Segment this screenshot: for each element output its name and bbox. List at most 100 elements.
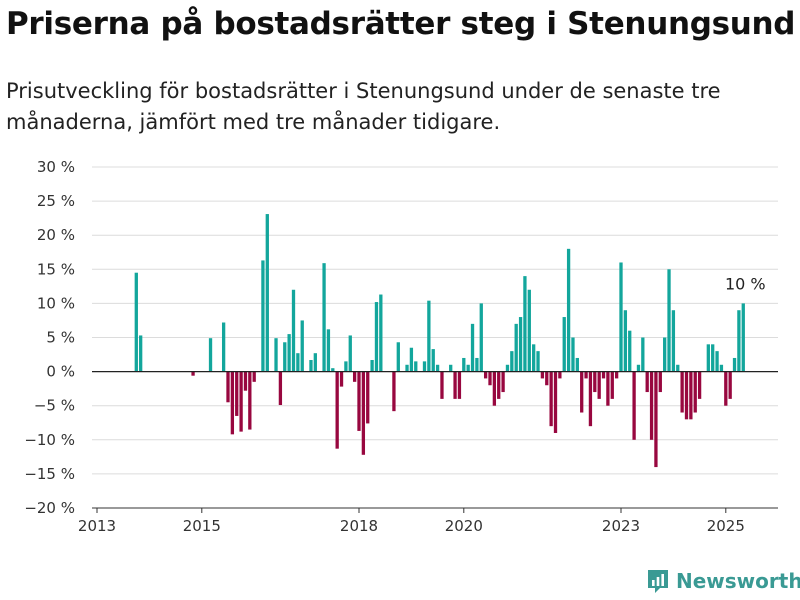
y-tick-label: 10 % [37,294,75,312]
bar [628,330,632,372]
brand-name: Newsworthy [676,569,800,593]
bar [475,357,479,372]
bar [296,353,300,372]
bar [462,357,466,372]
bar [645,371,649,393]
bar [575,357,579,372]
bar [676,364,680,372]
bar [553,371,558,433]
bar [431,349,435,372]
bar [680,371,684,413]
bar [606,371,610,406]
bar [684,371,689,420]
bar [549,371,553,427]
bar [610,371,614,399]
bar [352,371,357,382]
bar [134,272,138,372]
bar [243,371,248,391]
y-tick-label: −15 % [24,465,75,483]
y-tick-label: −20 % [24,499,75,517]
bar [230,371,235,435]
bar [741,303,745,372]
bar [283,342,287,372]
bar [562,317,566,372]
bar [724,371,728,406]
bar [457,371,462,399]
bar [523,276,527,372]
bar [261,260,265,372]
y-tick-label: −10 % [24,431,75,449]
chart-title: Priserna på bostadsrätter steg i Stenung… [6,6,796,42]
bar [728,371,732,399]
bar [636,364,641,372]
bar [226,371,230,403]
x-tick-label: 2025 [707,517,745,535]
bar [501,371,505,393]
x-tick-label: 2015 [183,517,221,535]
bar [545,371,549,386]
bar [732,357,737,372]
bar [505,364,510,372]
bar [335,371,339,449]
bar [392,371,396,412]
bar [361,371,366,455]
bar [405,364,409,372]
bar [536,351,540,372]
bar [654,371,658,468]
bar [348,335,352,372]
bar [597,371,601,399]
y-tick-label: 20 % [37,226,75,244]
bar [663,337,667,372]
bar [658,371,662,393]
bar [671,310,676,372]
bar [265,214,269,372]
bar [191,371,195,376]
bar [488,371,492,386]
bar [409,347,414,372]
bar [584,371,588,379]
bar [235,371,239,416]
y-tick-label: 30 % [37,158,75,176]
x-tick-label: 2013 [78,517,116,535]
bar [453,371,457,399]
bar [326,329,331,372]
bar [139,335,143,372]
bar [483,371,488,379]
bar [532,344,536,372]
bar [435,364,440,372]
bar [706,344,710,372]
x-tick-label: 2020 [445,517,483,535]
bar [379,294,383,372]
bar [248,371,252,430]
bar [357,371,361,431]
bar [601,371,606,379]
bar [239,371,243,432]
bar [667,269,671,372]
bar [711,344,715,372]
bar [366,371,370,424]
bar [449,364,453,372]
bar [514,323,518,372]
bar [252,371,256,382]
bar [274,338,278,372]
gridlines [92,166,778,509]
y-tick-label: −5 % [34,397,75,415]
bar [440,371,444,399]
bar [527,289,531,372]
bar [344,361,348,372]
bar [715,351,719,372]
newsworthy-logo-icon [648,570,668,593]
bar [632,371,636,440]
bar [588,371,593,427]
bar [693,371,697,413]
x-tick-label: 2018 [340,517,378,535]
brand-logo: Newsworthy [646,568,800,594]
y-tick-label: 25 % [37,192,75,210]
bar [370,360,374,372]
bar [566,248,571,372]
x-tick-label: 2023 [602,517,640,535]
bar [427,300,431,372]
bar [593,371,597,393]
bar [614,371,619,379]
